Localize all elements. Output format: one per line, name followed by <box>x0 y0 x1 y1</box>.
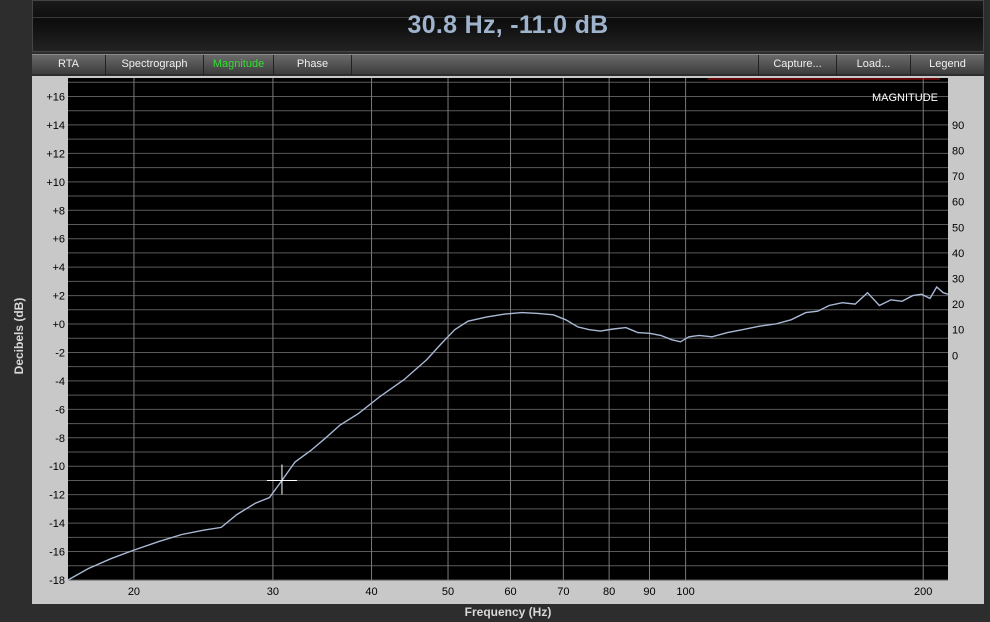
capture-button[interactable]: Capture... <box>758 55 836 75</box>
plot-area <box>68 78 948 580</box>
y-tick-label: -10 <box>49 461 65 473</box>
right-axis-tick-label: 10 <box>952 325 964 337</box>
x-tick-label: 90 <box>643 586 655 598</box>
tab-phase[interactable]: Phase <box>274 55 352 75</box>
x-tick-label: 30 <box>267 586 279 598</box>
y-tick-label: +4 <box>52 262 65 274</box>
right-axis-tick-label: 30 <box>952 274 964 286</box>
right-axis-tick-label: 80 <box>952 146 964 158</box>
right-axis-tick-label: 50 <box>952 222 964 234</box>
x-tick-label: 100 <box>676 586 694 598</box>
right-axis-tick-label: 60 <box>952 197 964 209</box>
y-tick-label: +16 <box>46 91 65 103</box>
y-tick-label: +8 <box>52 205 65 217</box>
y-tick-label: -16 <box>49 547 65 559</box>
right-axis-tick-label: 70 <box>952 171 964 183</box>
y-tick-label: +10 <box>46 177 65 189</box>
readout-bar: 30.8 Hz, -11.0 dB <box>32 0 984 52</box>
x-tick-label: 40 <box>365 586 377 598</box>
x-tick-label: 200 <box>914 586 932 598</box>
x-tick-label: 70 <box>557 586 569 598</box>
x-tick-label: 80 <box>603 586 615 598</box>
y-axis-label: Decibels (dB) <box>12 297 26 375</box>
magnitude-trace <box>67 285 949 581</box>
tab-spectrograph[interactable]: Spectrograph <box>106 55 204 75</box>
view-toolbar: RTA Spectrograph Magnitude Phase Capture… <box>32 54 984 75</box>
y-tick-label: -18 <box>49 575 65 587</box>
y-tick-label: -8 <box>55 433 65 445</box>
tab-rta[interactable]: RTA <box>32 55 106 75</box>
y-tick-label: +2 <box>52 291 65 303</box>
load-button[interactable]: Load... <box>836 55 910 75</box>
y-tick-label: -12 <box>49 490 65 502</box>
x-tick-label: 50 <box>442 586 454 598</box>
right-axis-tick-label: 40 <box>952 248 964 260</box>
y-tick-label: -4 <box>55 376 65 388</box>
right-axis-tick-label: 0 <box>952 350 958 362</box>
y-tick-label: +12 <box>46 148 65 160</box>
legend-label: MAGNITUDE <box>872 92 938 104</box>
y-tick-label: -6 <box>55 404 65 416</box>
y-tick-label: +14 <box>46 120 65 132</box>
y-tick-label: +0 <box>52 319 65 331</box>
tab-magnitude[interactable]: Magnitude <box>204 55 274 75</box>
frequency-level-readout: 30.8 Hz, -11.0 dB <box>407 11 609 39</box>
y-tick-label: -14 <box>49 518 65 530</box>
readout-bar-highlight <box>33 17 983 18</box>
legend-button[interactable]: Legend <box>910 55 984 75</box>
y-tick-label: -2 <box>55 347 65 359</box>
plot-frame: +16 +14 +12 +10 +8 +6 +4 +2 +0 -2 -4 -6 -8 -10 -12 -14 -… <box>32 76 984 604</box>
right-axis-tick-label: 90 <box>952 120 964 132</box>
magnitude-chart[interactable]: +16 +14 +12 +10 +8 +6 +4 +2 +0 -2 -4 -6 -8 -10 -12 -14 -… <box>32 76 984 604</box>
x-axis-label: Frequency (Hz) <box>464 605 552 619</box>
x-tick-label: 20 <box>128 586 140 598</box>
y-tick-label: +6 <box>52 234 65 246</box>
x-tick-label: 60 <box>504 586 516 598</box>
right-axis-tick-label: 20 <box>952 299 964 311</box>
